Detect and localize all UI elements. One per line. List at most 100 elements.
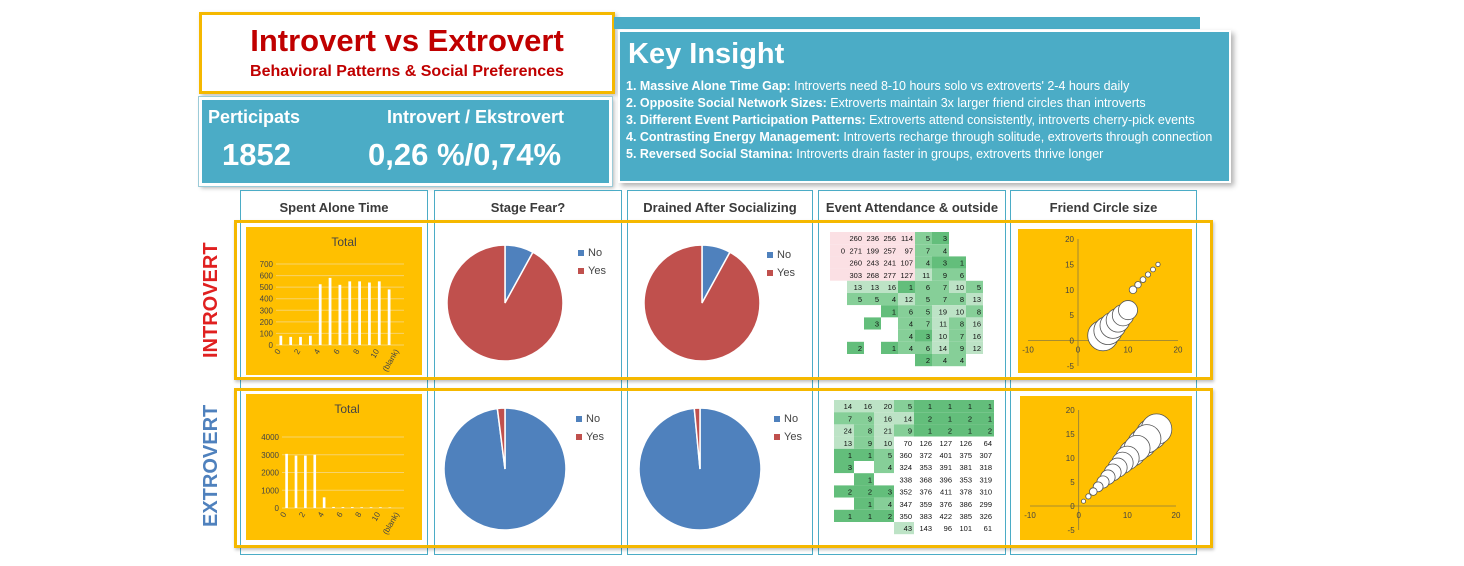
heatmap-value: 24 [844, 427, 852, 436]
heatmap-value: 10 [939, 332, 947, 341]
heatmap-cell [954, 424, 974, 437]
heatmap-cell [864, 256, 881, 269]
heatmap-value: 1 [848, 451, 852, 460]
row-label-extrovert: EXTROVERT [200, 404, 222, 528]
heatmap-value: 10 [956, 283, 964, 292]
pie-slice [496, 407, 506, 470]
y-tick-label: 600 [260, 272, 274, 281]
introvert-stage-chart: No Yes [437, 227, 619, 375]
heatmap-cell [974, 473, 994, 486]
heatmap-cell [954, 412, 974, 425]
heatmap-value: 2 [888, 512, 892, 521]
chart-title: Total [331, 235, 356, 249]
bar [322, 497, 326, 508]
heatmap-cell [898, 280, 915, 293]
heatmap-cell [898, 305, 915, 318]
heatmap-cell [864, 268, 881, 281]
heatmap-value: 6 [960, 271, 964, 280]
heatmap-cell [932, 280, 949, 293]
x-tick-label: 4 [312, 347, 322, 356]
column-header-drained: Drained After Socializing [627, 190, 813, 221]
heatmap-cell [954, 497, 974, 510]
bubble [1085, 493, 1092, 500]
heatmap-value: 4 [888, 500, 892, 509]
ratio-label: Introvert / Ekstrovert [387, 107, 565, 127]
heatmap-cell [834, 448, 854, 461]
bubble [1081, 498, 1087, 504]
heatmap-value: 127 [939, 439, 952, 448]
heatmap-value: 303 [849, 271, 862, 280]
bar [358, 281, 361, 345]
heatmap-value: 411 [940, 488, 952, 497]
bar [350, 507, 354, 508]
heatmap-cell [974, 424, 994, 437]
extrovert-stage-svg: No Yes [443, 407, 604, 531]
heatmap-value: 310 [979, 488, 992, 497]
heatmap-cell [974, 448, 994, 461]
heatmap-value: 2 [968, 414, 972, 423]
heatmap-cell [934, 509, 954, 522]
legend-label: Yes [586, 431, 604, 443]
heatmap-cell [966, 293, 983, 306]
heatmap-value: 12 [905, 295, 913, 304]
bubble [1144, 271, 1152, 278]
heatmap-value: 126 [919, 439, 932, 448]
participants-value: 1852 [222, 137, 291, 172]
heatmap-value: 4 [888, 463, 892, 472]
bar [304, 455, 307, 508]
heatmap-cell [932, 305, 949, 318]
heatmap-value: 127 [900, 271, 913, 280]
heatmap-cell [830, 341, 847, 354]
heatmap-cell [898, 354, 915, 367]
introvert-alone-chart: Total 0 100 200 300 400 500 600 700 0 2 4 6 8 10 (blank… [246, 227, 422, 375]
heatmap-value: 1 [928, 402, 932, 411]
heatmap-value: 1 [968, 427, 972, 436]
y-tick-label: 4000 [261, 433, 279, 442]
heatmap-value: 16 [973, 332, 981, 341]
bar [338, 284, 342, 345]
heatmap-value: 11 [939, 320, 947, 329]
heatmap-cell [914, 436, 934, 449]
heatmap-value: 352 [899, 488, 912, 497]
heatmap-cell [874, 522, 894, 535]
bar [294, 455, 298, 508]
heatmap-value: 243 [866, 259, 879, 268]
heatmap-value: 1 [868, 451, 872, 460]
heatmap-cell [834, 400, 854, 413]
legend-swatch [578, 250, 584, 256]
heatmap-cell [954, 461, 974, 474]
heatmap-value: 64 [984, 439, 992, 448]
heatmap-value: 1 [892, 307, 896, 316]
bubble [1128, 285, 1138, 294]
heatmap-value: 2 [926, 356, 930, 365]
heatmap-cell [932, 293, 949, 306]
heatmap-value: 114 [901, 234, 913, 243]
heatmap-value: 3 [926, 332, 930, 341]
heatmap-value: 12 [973, 344, 981, 353]
heatmap-cell [954, 522, 974, 535]
heatmap-value: 386 [959, 500, 972, 509]
heatmap-cell [915, 341, 932, 354]
heatmap-value: 5 [858, 295, 862, 304]
x-tick-label: 0 [1076, 346, 1081, 355]
heatmap-cell [874, 400, 894, 413]
heatmap-cell [847, 256, 864, 269]
bar [379, 507, 382, 508]
x-tick-label: (blank) [381, 347, 401, 373]
heatmap-value: 1 [928, 427, 932, 436]
heatmap-cell [847, 232, 864, 245]
extrovert-event-heatmap: 14 16 20 5 1 1 1 1 7 9 16 14 2 1 2 1 24 8 21 9 1 2 1 2 13 9 10 70 12… [834, 400, 1002, 538]
heatmap-cell [830, 244, 847, 257]
x-tick-label: 0 [1076, 511, 1081, 520]
heatmap-value: 8 [960, 320, 964, 329]
dashboard-title-card: Introvert vs Extrovert Behavioral Patter… [199, 12, 615, 94]
heatmap-cell [881, 305, 898, 318]
heatmap-value: 126 [959, 439, 972, 448]
heatmap-value: 383 [919, 512, 932, 521]
heatmap-cell [898, 341, 915, 354]
heatmap-value: 391 [939, 463, 952, 472]
heatmap-value: 0 [841, 246, 845, 255]
heatmap-cell [854, 436, 874, 449]
